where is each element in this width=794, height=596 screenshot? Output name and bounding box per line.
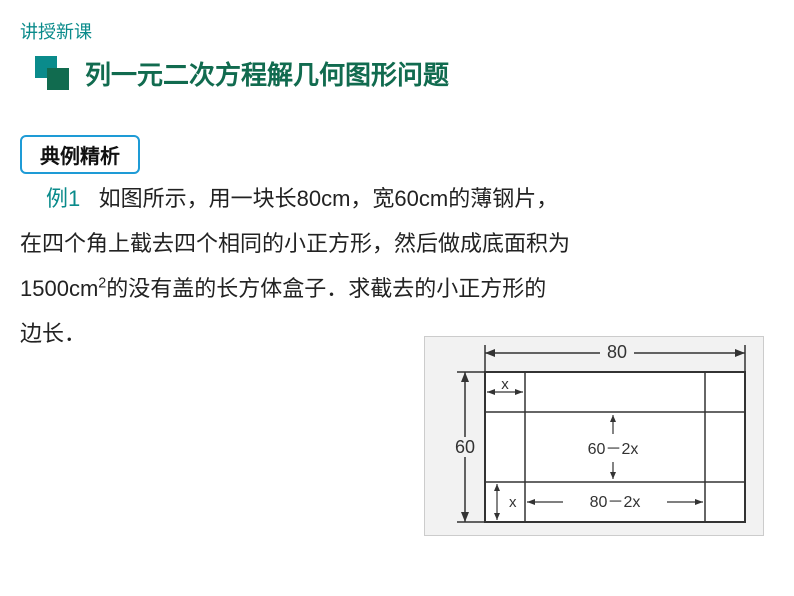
problem-text: 例1 如图所示，用一块长80cm，宽60cm的薄钢片， 在四个角上截去四个相同的… — [20, 176, 754, 356]
section-header: 讲授新课 — [20, 18, 92, 44]
diagram: 80 60 x x 60－2x 80－2x — [424, 336, 764, 536]
square-front-icon — [47, 68, 69, 90]
fig-label-80-2x: 80－2x — [590, 494, 641, 511]
problem-line2: 在四个角上截去四个相同的小正方形，然后做成底面积为 — [20, 231, 570, 256]
fig-label-x1: x — [501, 376, 509, 393]
title-row: 列一元二次方程解几何图形问题 — [35, 55, 449, 92]
example-label: 例1 — [46, 186, 80, 211]
example-badge: 典例精析 — [20, 135, 140, 174]
page-title: 列一元二次方程解几何图形问题 — [85, 55, 449, 92]
problem-line4: 边长． — [20, 321, 86, 346]
fig-label-60: 60 — [455, 437, 475, 457]
fig-label-x2: x — [509, 494, 517, 511]
title-icon — [35, 56, 71, 92]
diagram-svg: 80 60 x x 60－2x 80－2x — [425, 337, 765, 537]
problem-line3a: 1500cm — [20, 276, 98, 301]
fig-label-80: 80 — [607, 342, 627, 362]
problem-line3b: 的没有盖的长方体盒子．求截去的小正方形的 — [106, 276, 546, 301]
problem-line1 — [86, 186, 98, 211]
problem-line1-rest: 如图所示，用一块长80cm，宽60cm的薄钢片， — [99, 186, 559, 211]
fig-label-60-2x: 60－2x — [588, 441, 639, 458]
badge-wrap: 典例精析 — [20, 135, 140, 174]
